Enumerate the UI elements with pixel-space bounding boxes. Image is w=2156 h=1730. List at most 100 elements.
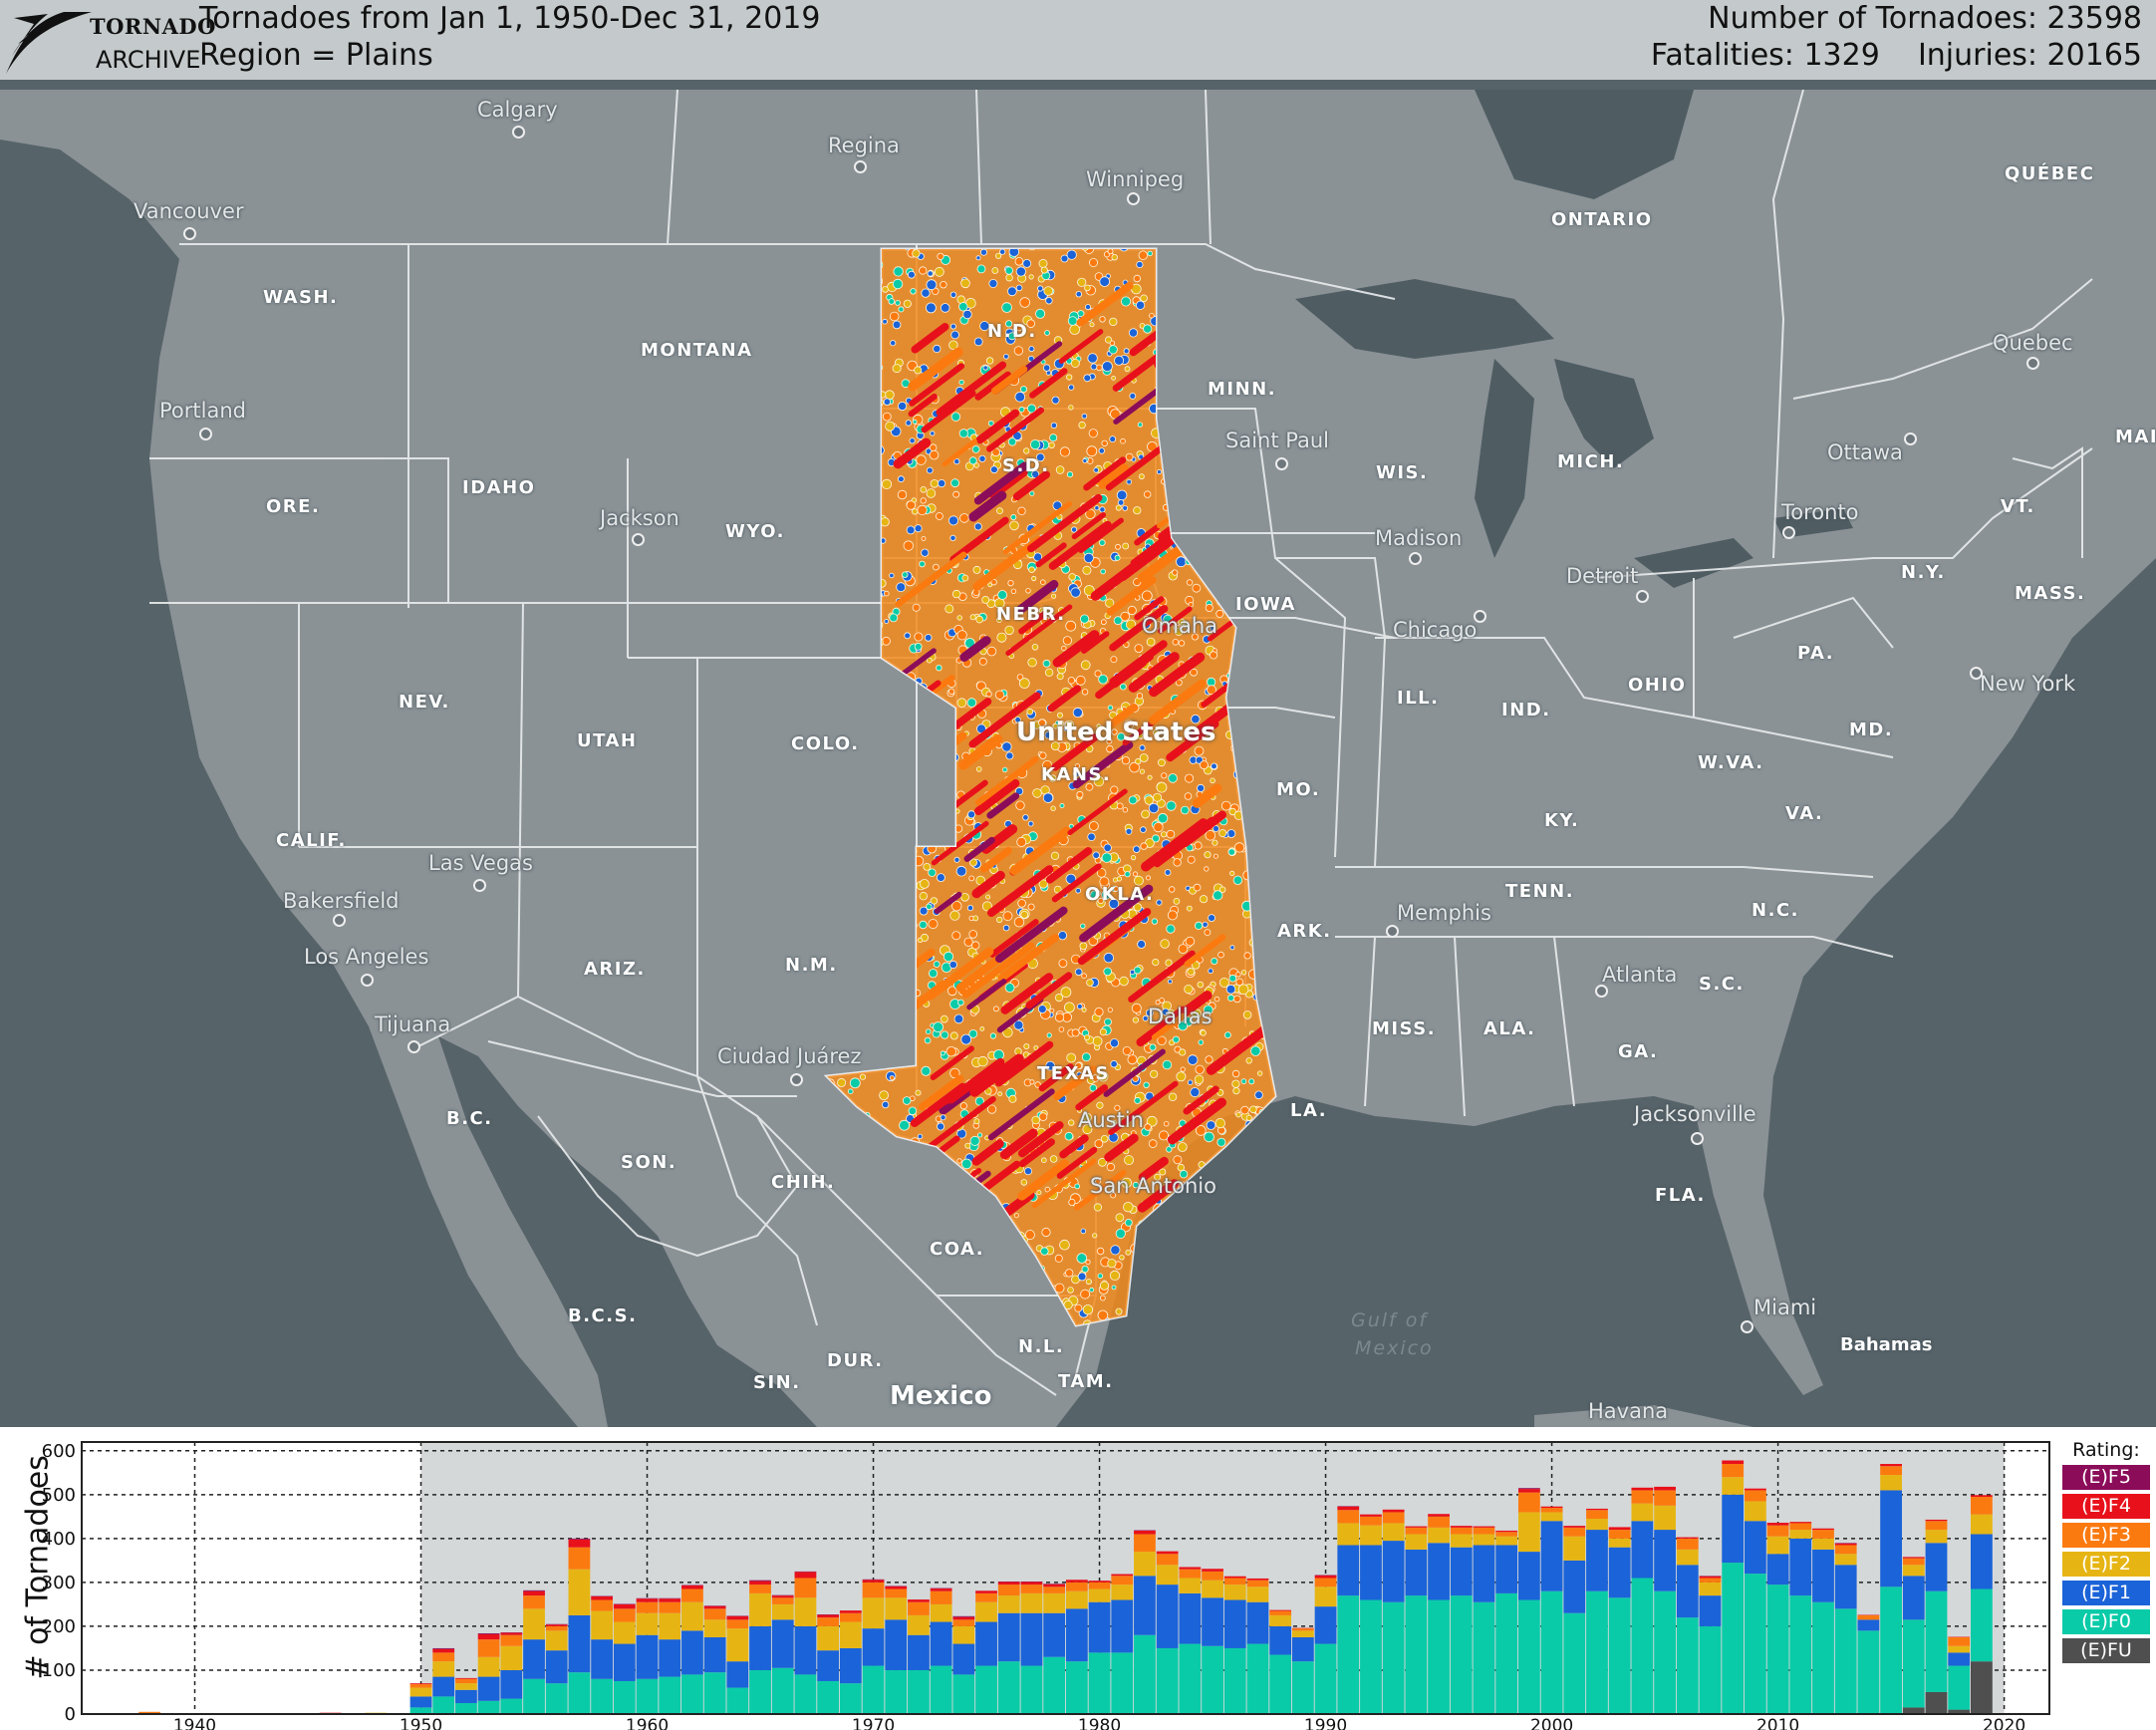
city-label: Bakersfield <box>283 889 400 913</box>
state-label: MAI <box>2115 427 2156 447</box>
state-label: TENN. <box>1505 881 1575 902</box>
state-label: OKLA. <box>1085 884 1155 905</box>
bar-segment <box>1971 1497 1993 1515</box>
bar-segment <box>1043 1592 1066 1613</box>
state-label: ONTARIO <box>1551 209 1653 230</box>
city-dot <box>512 126 525 139</box>
bar-segment <box>1608 1547 1631 1598</box>
city-label: Saint Paul <box>1225 429 1329 452</box>
bar-segment <box>1314 1578 1337 1587</box>
y-tick-label: 500 <box>42 1485 76 1506</box>
bar-segment <box>908 1599 930 1602</box>
bar-segment <box>1631 1578 1654 1714</box>
bar-segment <box>636 1612 659 1635</box>
legend-item-f0[interactable]: (E)F0 <box>2062 1609 2150 1634</box>
bar-segment <box>1925 1521 1948 1531</box>
bar-segment <box>432 1661 455 1677</box>
bar-segment <box>817 1614 840 1618</box>
bar-segment <box>1563 1527 1586 1537</box>
bar-segment <box>1088 1601 1111 1653</box>
bar-segment <box>1902 1576 1925 1620</box>
bar-segment <box>1586 1508 1608 1511</box>
legend-item-f3[interactable]: (E)F3 <box>2062 1523 2150 1548</box>
bar-segment <box>1360 1525 1382 1546</box>
bar-segment <box>1902 1558 1925 1566</box>
bar-segment <box>1088 1581 1111 1583</box>
city-label: Omaha <box>1142 614 1218 638</box>
x-tick-label: 2020 <box>1983 1716 2025 1730</box>
city-dot <box>199 428 212 440</box>
bar-segment <box>952 1643 975 1675</box>
bar-segment <box>726 1661 749 1688</box>
bar-segment <box>952 1616 975 1620</box>
legend-item-f2[interactable]: (E)F2 <box>2062 1552 2150 1577</box>
bar-segment <box>1405 1549 1428 1596</box>
city-dot <box>1691 1132 1704 1145</box>
bar-segment <box>409 1684 432 1688</box>
bar-segment <box>523 1595 545 1609</box>
bar-segment <box>1246 1643 1269 1714</box>
bar-segment <box>1428 1516 1450 1528</box>
bar-segment <box>1631 1490 1654 1504</box>
legend-item-fu[interactable]: (E)FU <box>2062 1638 2150 1663</box>
bar-segment <box>1517 1489 1540 1493</box>
state-label: COA. <box>930 1239 985 1260</box>
bar-segment <box>1360 1514 1382 1517</box>
bar-segment <box>500 1634 523 1646</box>
legend-item-f4[interactable]: (E)F4 <box>2062 1494 2150 1519</box>
bar-segment <box>1971 1661 1993 1714</box>
bar-segment <box>1291 1630 1314 1637</box>
bar-segment <box>930 1603 952 1622</box>
bar-segment <box>1608 1538 1631 1548</box>
bar-segment <box>1020 1585 1043 1593</box>
state-label: ARIZ. <box>584 959 646 980</box>
state-label: MO. <box>1276 779 1321 800</box>
legend-item-f5[interactable]: (E)F5 <box>2062 1465 2150 1490</box>
state-label: SON. <box>621 1152 677 1173</box>
bar-segment <box>1948 1645 1971 1653</box>
bar-segment <box>1654 1590 1676 1714</box>
header-bar: TORNADO ARCHIVE Tornadoes from Jan 1, 19… <box>0 0 2156 80</box>
bar-segment <box>1450 1595 1473 1714</box>
bar-segment <box>659 1676 681 1714</box>
city-label: Memphis <box>1397 901 1491 925</box>
bar-segment <box>1246 1580 1269 1587</box>
state-label: KY. <box>1544 810 1580 831</box>
bar-segment <box>681 1674 703 1714</box>
state-label: MD. <box>1849 720 1894 740</box>
bar-segment <box>1202 1597 1223 1646</box>
bar-segment <box>1450 1534 1473 1548</box>
bar-segment <box>138 1711 160 1714</box>
bar-segment <box>1563 1536 1586 1561</box>
city-label: Los Angeles <box>304 945 429 969</box>
legend-item-f1[interactable]: (E)F1 <box>2062 1581 2150 1605</box>
state-label: IOWA <box>1235 594 1296 615</box>
bar-segment <box>908 1669 930 1714</box>
bar-segment <box>636 1601 659 1613</box>
bar-segment <box>1088 1582 1111 1589</box>
bar-segment <box>794 1674 817 1714</box>
bar-segment <box>1971 1588 1993 1662</box>
bar-segment <box>1269 1614 1292 1626</box>
bar-segment <box>1925 1519 1948 1522</box>
bar-segment <box>591 1595 614 1600</box>
state-label: MASS. <box>2015 583 2086 604</box>
bar-segment <box>1360 1599 1382 1714</box>
bar-segment <box>659 1639 681 1677</box>
bar-segment <box>1473 1527 1495 1535</box>
city-dot <box>1275 457 1288 470</box>
bar-segment <box>1179 1569 1202 1579</box>
city-dot <box>407 1040 420 1053</box>
bar-segment <box>477 1632 500 1634</box>
bar-segment <box>1223 1578 1246 1586</box>
bar-segment <box>1495 1530 1518 1533</box>
bar-segment <box>500 1645 523 1670</box>
state-label: DUR. <box>827 1350 884 1371</box>
city-dot <box>790 1073 803 1086</box>
bar-segment <box>568 1547 591 1570</box>
bar-segment <box>1405 1534 1428 1550</box>
bar-segment <box>1202 1571 1223 1581</box>
bar-segment <box>1834 1554 1857 1566</box>
bar-segment <box>749 1585 771 1593</box>
map-area[interactable]: United States Mexico Calgary Regina Winn… <box>0 0 2156 1427</box>
